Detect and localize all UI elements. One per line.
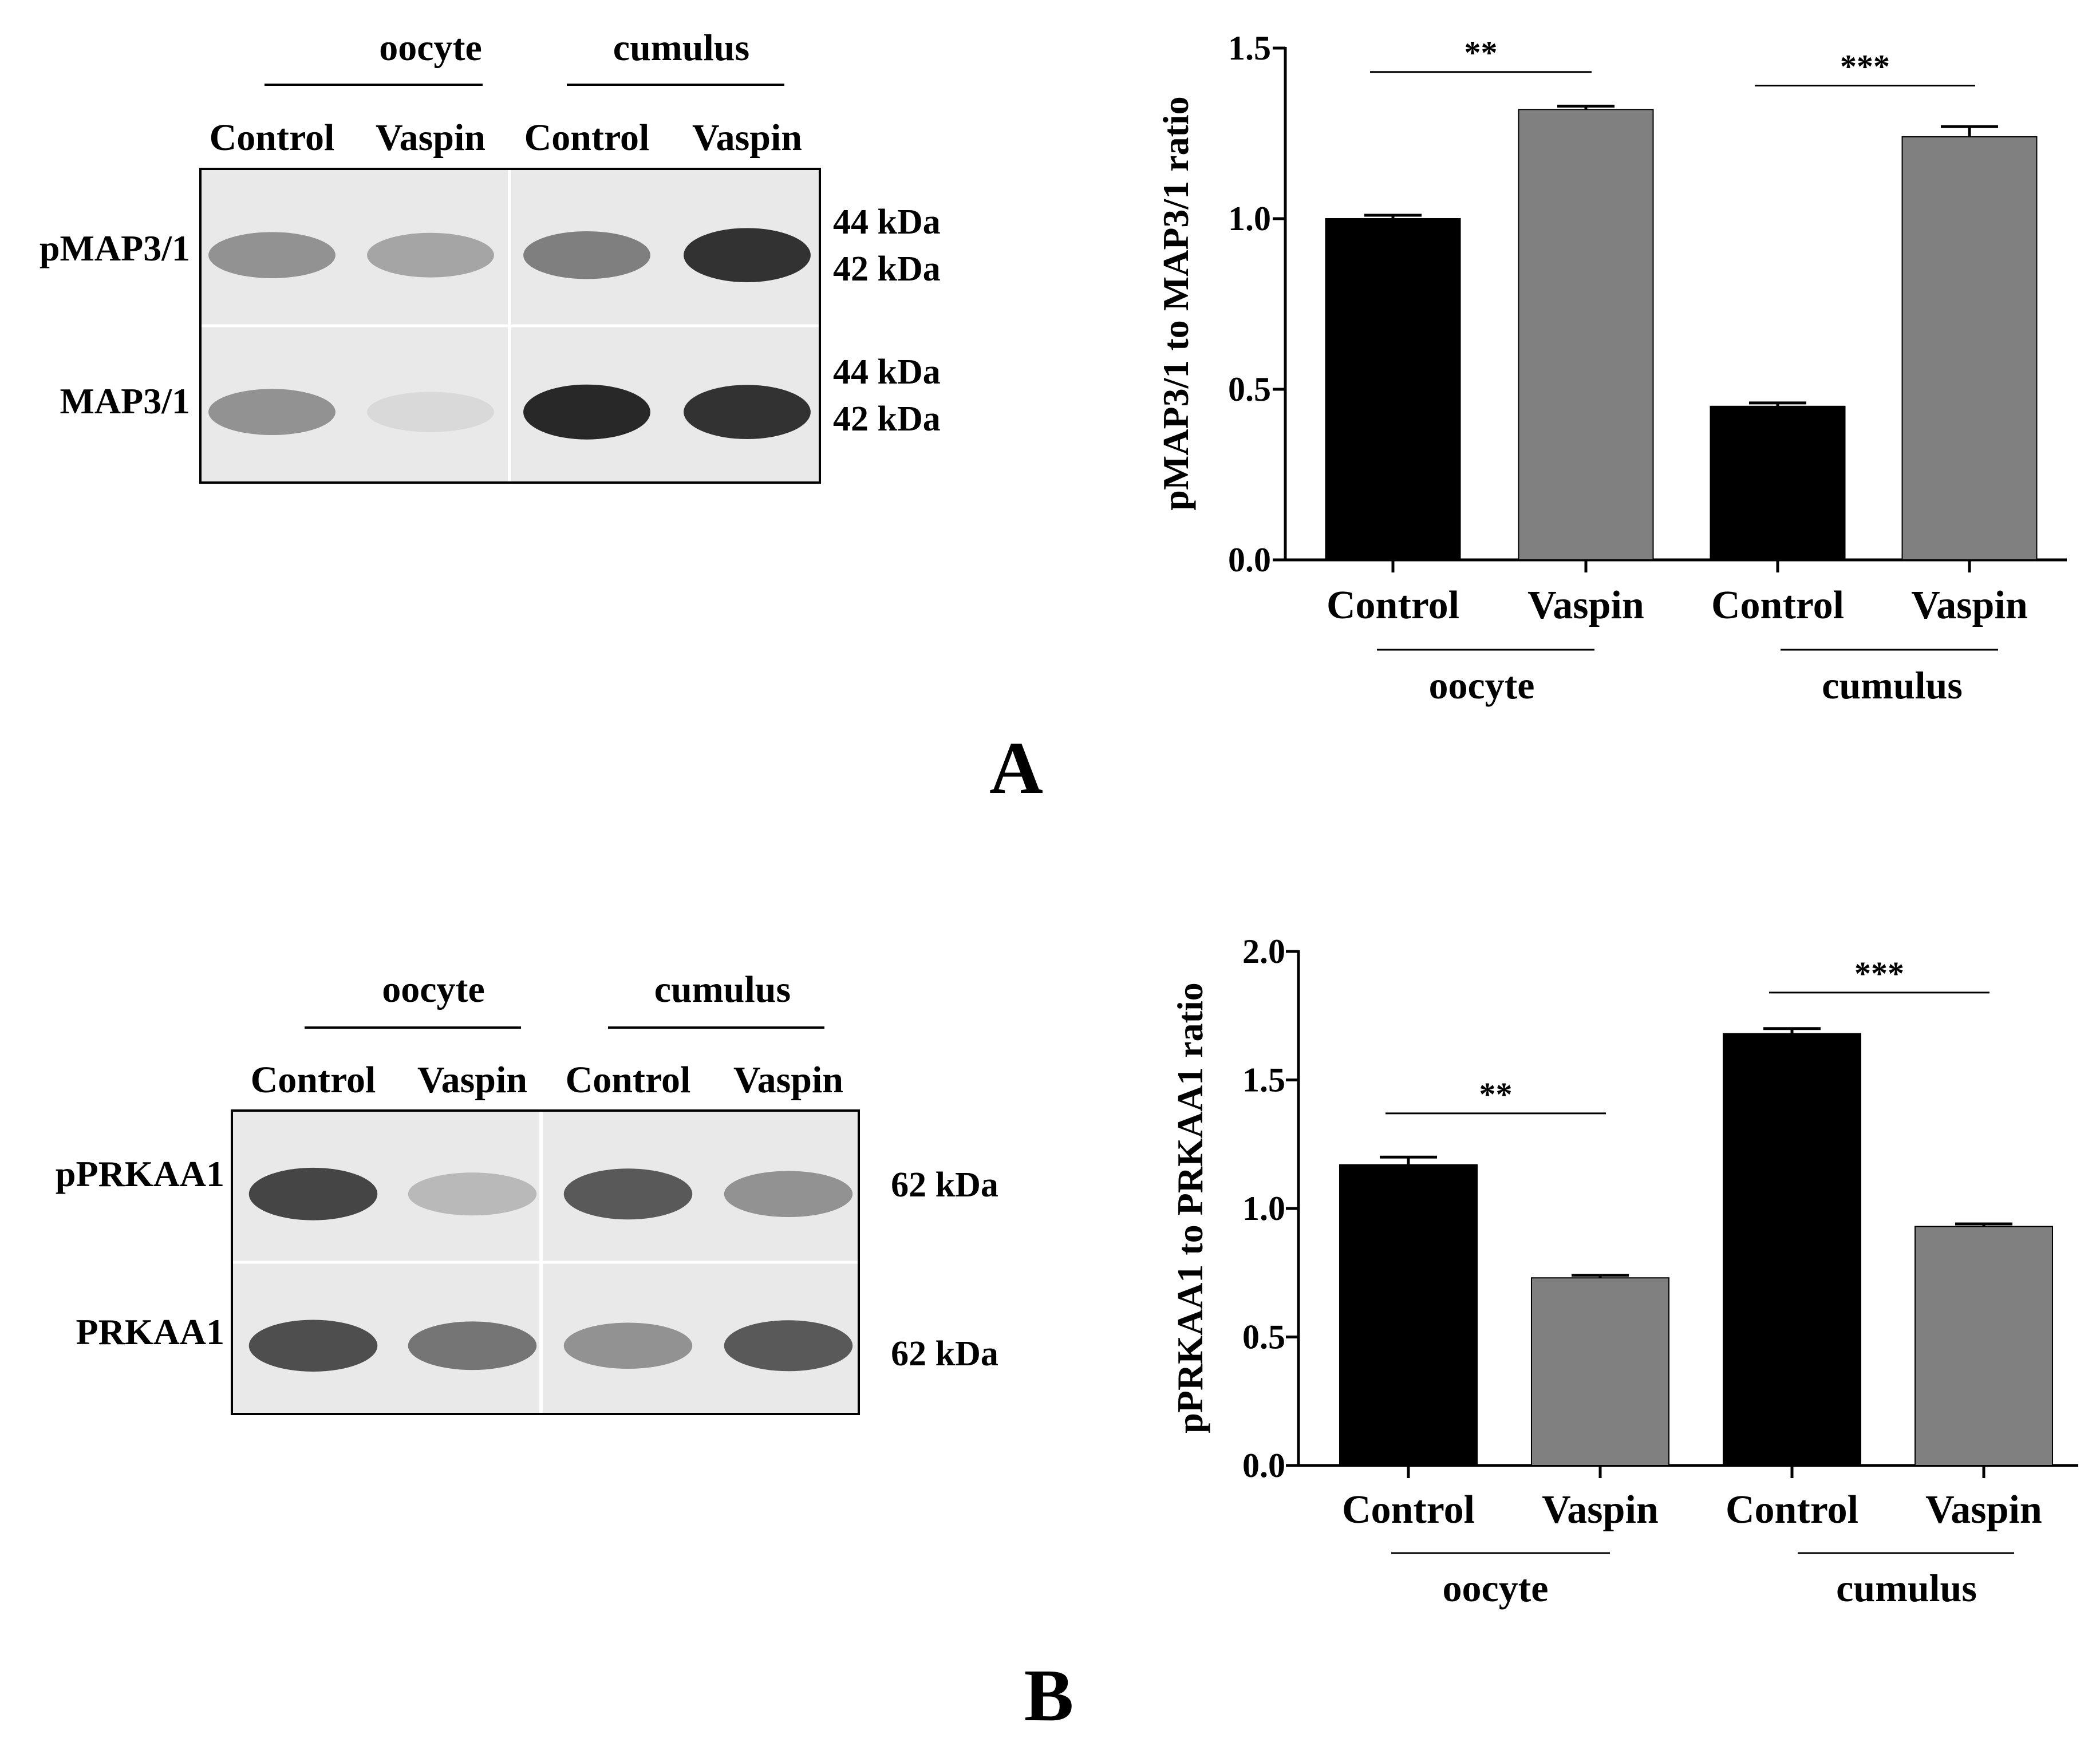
bar bbox=[1518, 109, 1654, 560]
bar bbox=[1723, 1033, 1861, 1467]
significance-label: ** bbox=[1465, 34, 1498, 72]
group-label: oocyte bbox=[1442, 1566, 1548, 1610]
blot-lane-label: Control bbox=[524, 117, 650, 159]
y-tick-label: 0.5 bbox=[1228, 370, 1271, 408]
panel-b: oocyte cumulus Control Vaspin Control Vaspin p… bbox=[56, 933, 2078, 1737]
bar bbox=[1915, 1226, 2053, 1466]
bar bbox=[1531, 1277, 1669, 1466]
panel-label: B bbox=[1024, 1654, 1074, 1737]
blot-row-label: pMAP3/1 bbox=[40, 228, 190, 268]
bar bbox=[1325, 218, 1461, 560]
blot-row-label: pPRKAA1 bbox=[56, 1154, 224, 1194]
blot-lane-label: Vaspin bbox=[692, 117, 802, 159]
blot-group-label: cumulus bbox=[654, 969, 791, 1010]
blot-band bbox=[367, 232, 494, 278]
blot-band bbox=[523, 384, 650, 440]
blot-band bbox=[408, 1321, 537, 1370]
blot-row-label: PRKAA1 bbox=[76, 1312, 224, 1352]
x-tick-label: Control bbox=[1342, 1488, 1475, 1532]
blot-lane-label: Control bbox=[251, 1059, 376, 1101]
group-label: cumulus bbox=[1822, 663, 1963, 707]
group-label: cumulus bbox=[1836, 1566, 1977, 1610]
blot-band bbox=[208, 389, 335, 435]
blot-lane-label: Vaspin bbox=[733, 1059, 843, 1101]
panel-a: oocyte cumulus Control Vaspin Control Vaspin p… bbox=[40, 27, 2067, 809]
blot-band bbox=[408, 1172, 537, 1216]
panel-label: A bbox=[989, 727, 1043, 809]
blot-group-label: oocyte bbox=[379, 27, 482, 69]
x-tick-label: Vaspin bbox=[1911, 583, 2028, 627]
blot-size-marker: 62 kDa bbox=[891, 1334, 998, 1373]
blot-group-label: cumulus bbox=[613, 27, 749, 69]
y-tick-label: 0.5 bbox=[1242, 1318, 1285, 1356]
blot-size-marker: 44 kDa bbox=[833, 203, 941, 242]
y-tick-label: 1.0 bbox=[1228, 200, 1271, 238]
y-tick-label: 0.0 bbox=[1242, 1447, 1285, 1484]
x-tick-label: Control bbox=[1327, 583, 1459, 627]
blot-band bbox=[563, 1322, 693, 1369]
y-tick-label: 2.0 bbox=[1242, 933, 1285, 970]
blot-lane-label: Control bbox=[566, 1059, 691, 1101]
significance-label: *** bbox=[1854, 955, 1904, 992]
y-tick-label: 1.0 bbox=[1242, 1190, 1285, 1227]
x-tick-label: Vaspin bbox=[1527, 583, 1644, 627]
blot-size-marker: 42 kDa bbox=[833, 400, 941, 439]
group-label: oocyte bbox=[1428, 663, 1534, 707]
blot-band bbox=[724, 1320, 853, 1372]
x-tick-label: Vaspin bbox=[1542, 1488, 1659, 1532]
x-tick-label: Control bbox=[1711, 583, 1844, 627]
blot-band bbox=[523, 231, 650, 279]
x-tick-label: Vaspin bbox=[1925, 1488, 2042, 1532]
blot-band bbox=[684, 228, 811, 283]
blot-band bbox=[367, 392, 494, 432]
bar bbox=[1710, 405, 1846, 560]
blot-band bbox=[248, 1320, 378, 1372]
blot-lane-label: Control bbox=[210, 117, 335, 159]
y-tick-label: 1.5 bbox=[1228, 29, 1271, 67]
blot-band bbox=[563, 1168, 693, 1220]
blot-band bbox=[248, 1167, 378, 1220]
blot-group-label: oocyte bbox=[382, 969, 485, 1010]
blot-band bbox=[208, 232, 335, 279]
significance-label: *** bbox=[1840, 48, 1890, 85]
bar bbox=[1901, 136, 2038, 560]
blot-band bbox=[684, 385, 811, 439]
y-tick-label: 1.5 bbox=[1242, 1061, 1285, 1099]
y-axis-label: pPRKAA1 to PRKAA1 ratio bbox=[1170, 982, 1210, 1433]
bar bbox=[1339, 1164, 1478, 1467]
y-axis-label: pMAP3/1 to MAP3/1 ratio bbox=[1155, 96, 1196, 510]
blot-size-marker: 42 kDa bbox=[833, 250, 941, 289]
x-tick-label: Control bbox=[1726, 1488, 1858, 1532]
blot-lane-label: Vaspin bbox=[376, 117, 485, 159]
blot-band bbox=[724, 1171, 853, 1218]
y-tick-label: 0.0 bbox=[1228, 541, 1271, 579]
significance-label: ** bbox=[1479, 1076, 1513, 1113]
blot-row-label: MAP3/1 bbox=[60, 381, 191, 421]
blot-lane-label: Vaspin bbox=[417, 1059, 527, 1101]
blot-size-marker: 44 kDa bbox=[833, 353, 941, 392]
blot-size-marker: 62 kDa bbox=[891, 1166, 998, 1204]
